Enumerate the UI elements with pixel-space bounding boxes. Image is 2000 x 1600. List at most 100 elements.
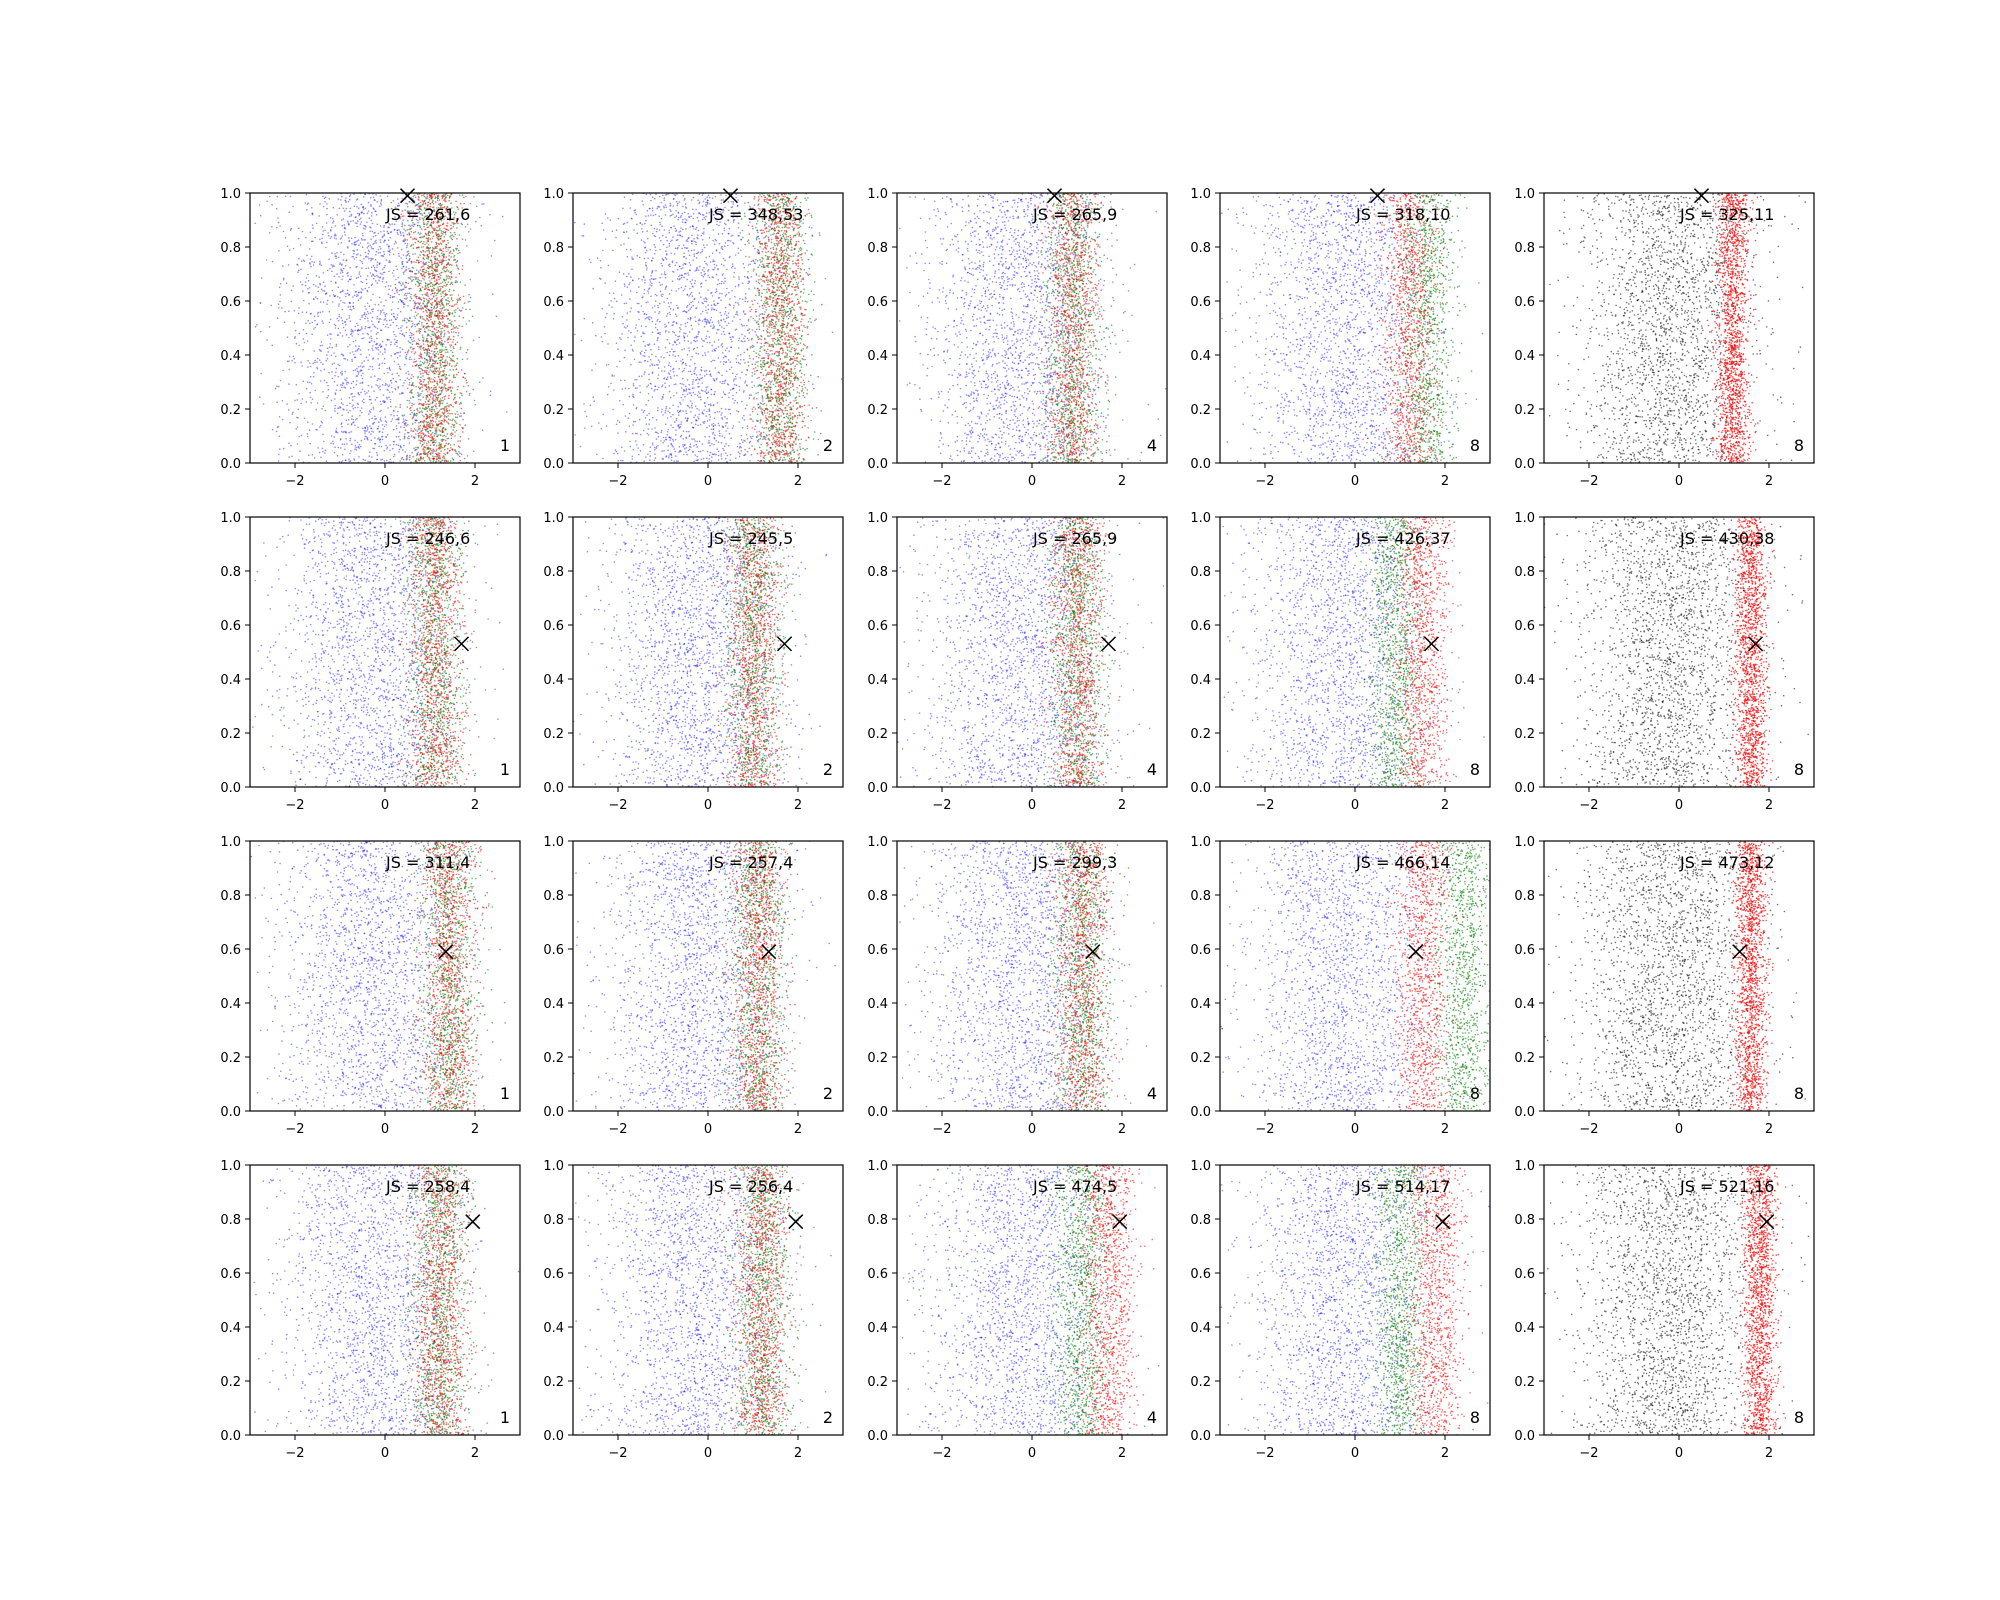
point bbox=[440, 242, 442, 244]
point bbox=[453, 325, 455, 327]
point bbox=[430, 286, 432, 288]
point bbox=[276, 401, 278, 403]
point bbox=[403, 418, 405, 420]
point bbox=[440, 328, 442, 330]
point bbox=[474, 404, 476, 406]
point bbox=[446, 279, 448, 281]
point bbox=[661, 218, 663, 220]
point bbox=[657, 410, 659, 412]
point bbox=[447, 275, 449, 277]
point bbox=[711, 429, 713, 431]
point bbox=[436, 327, 438, 329]
point bbox=[440, 305, 442, 307]
point bbox=[452, 239, 454, 241]
point bbox=[705, 338, 707, 340]
point bbox=[440, 393, 442, 395]
point bbox=[368, 210, 370, 212]
point bbox=[411, 405, 413, 407]
point bbox=[420, 348, 422, 350]
point bbox=[459, 273, 461, 275]
point bbox=[283, 231, 285, 233]
point bbox=[446, 421, 448, 423]
point bbox=[444, 419, 446, 421]
point bbox=[738, 451, 740, 453]
point bbox=[725, 458, 727, 460]
point bbox=[388, 239, 390, 241]
point bbox=[351, 333, 353, 335]
point bbox=[444, 200, 446, 202]
point bbox=[436, 226, 438, 228]
point bbox=[410, 332, 412, 334]
point bbox=[442, 370, 444, 372]
point bbox=[306, 277, 308, 279]
point bbox=[740, 354, 742, 356]
point bbox=[421, 228, 423, 230]
point bbox=[462, 359, 464, 361]
point bbox=[442, 423, 444, 425]
point bbox=[341, 431, 343, 433]
point bbox=[368, 431, 370, 433]
point bbox=[397, 277, 399, 279]
point bbox=[314, 362, 316, 364]
point bbox=[414, 276, 416, 278]
point bbox=[370, 433, 372, 435]
point bbox=[372, 231, 374, 233]
point bbox=[426, 355, 428, 357]
point bbox=[416, 420, 418, 422]
point bbox=[408, 224, 410, 226]
point bbox=[441, 261, 443, 263]
point bbox=[411, 335, 413, 337]
point bbox=[340, 252, 342, 254]
point bbox=[415, 460, 417, 462]
point bbox=[421, 322, 423, 324]
point bbox=[427, 395, 429, 397]
point bbox=[390, 406, 392, 408]
point bbox=[361, 221, 363, 223]
point bbox=[413, 436, 415, 438]
point bbox=[431, 387, 433, 389]
point bbox=[374, 341, 376, 343]
point bbox=[419, 435, 421, 437]
point bbox=[464, 373, 466, 375]
point bbox=[372, 223, 374, 225]
point bbox=[450, 419, 452, 421]
point bbox=[396, 325, 398, 327]
point bbox=[406, 327, 408, 329]
point bbox=[319, 261, 321, 263]
point bbox=[738, 421, 740, 423]
point bbox=[357, 249, 359, 251]
point bbox=[373, 197, 375, 199]
point bbox=[377, 316, 379, 318]
point bbox=[666, 315, 668, 317]
point bbox=[446, 390, 448, 392]
point bbox=[442, 413, 444, 415]
point bbox=[395, 242, 397, 244]
point bbox=[379, 277, 381, 279]
point bbox=[449, 264, 451, 266]
point bbox=[631, 256, 633, 258]
point bbox=[441, 249, 443, 251]
point bbox=[621, 294, 623, 296]
point bbox=[448, 270, 450, 272]
point bbox=[612, 231, 614, 233]
point bbox=[450, 391, 452, 393]
point bbox=[583, 403, 585, 405]
point bbox=[337, 413, 339, 415]
point bbox=[296, 399, 298, 401]
point bbox=[431, 310, 433, 312]
point bbox=[402, 320, 404, 322]
point bbox=[356, 296, 358, 298]
point bbox=[446, 388, 448, 390]
point bbox=[433, 395, 435, 397]
point bbox=[368, 202, 370, 204]
point bbox=[442, 240, 444, 242]
point bbox=[401, 392, 403, 394]
point bbox=[431, 333, 433, 335]
point bbox=[425, 251, 427, 253]
point bbox=[398, 328, 400, 330]
point bbox=[432, 285, 434, 287]
point bbox=[424, 371, 426, 373]
point bbox=[709, 416, 711, 418]
point bbox=[287, 361, 289, 363]
point bbox=[298, 258, 300, 260]
